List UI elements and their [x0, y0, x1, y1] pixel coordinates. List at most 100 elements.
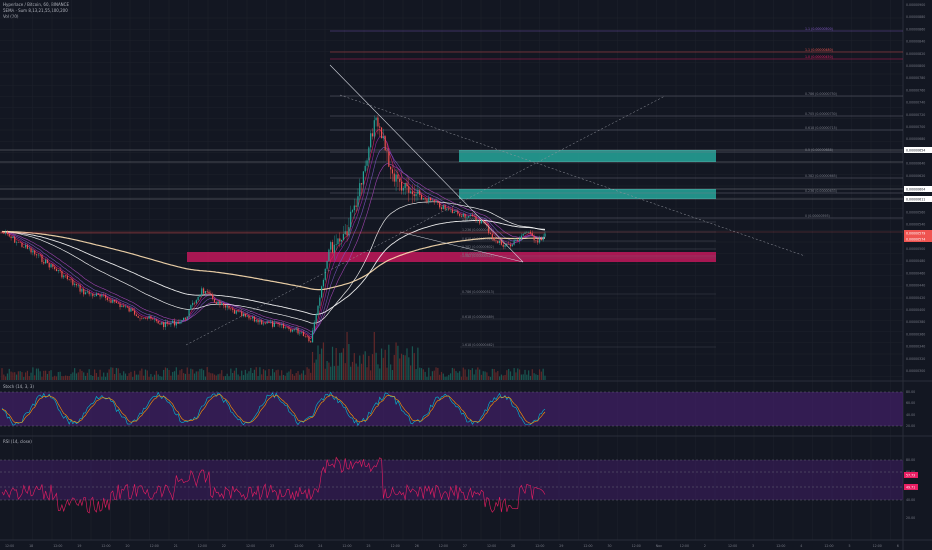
- volume-bar: [175, 367, 177, 380]
- candle-body: [331, 242, 334, 253]
- volume-bar: [382, 357, 384, 380]
- volume-bar: [448, 374, 450, 380]
- volume-bar: [64, 375, 67, 380]
- volume-bar: [195, 371, 197, 380]
- volume-bar: [72, 372, 74, 380]
- volume-bar: [10, 371, 12, 380]
- candle-body: [498, 240, 501, 244]
- ema-55-line: [1, 201, 546, 324]
- volume-bar: [26, 370, 29, 380]
- price-tick-label: 0.00000720: [906, 113, 925, 117]
- volume-bar: [150, 374, 152, 380]
- volume-bar: [23, 376, 25, 380]
- volume-bar: [321, 348, 323, 380]
- volume-bar: [437, 367, 439, 380]
- time-axis[interactable]: 12:00 18 12:00 19 12:00 20 12:00 21 12:00 22 12:00…: [5, 544, 899, 548]
- candle-body: [279, 324, 281, 326]
- price-axis[interactable]: 0.00000900 0.00000880 0.00000860 0.00000840…: [904, 3, 932, 520]
- candle-body: [371, 133, 374, 137]
- time-tick-label: 12:00: [728, 544, 737, 548]
- volume-bar: [46, 374, 49, 380]
- volume-bar: [66, 375, 68, 380]
- volume-bar: [202, 370, 205, 380]
- candle-body: [75, 283, 78, 286]
- volume-bar: [397, 345, 399, 380]
- candle-body: [23, 246, 25, 248]
- candle-body: [199, 295, 201, 297]
- time-tick-label: 12:00: [246, 544, 255, 548]
- fib-level-label: 0.786 (0.00000513): [462, 290, 494, 294]
- candle-body: [46, 259, 49, 263]
- price-badge-label: 0.00000579: [906, 231, 925, 235]
- volume-bar: [259, 367, 261, 380]
- candle-body: [288, 327, 290, 329]
- rsi-tick-label: 20.00: [906, 516, 915, 520]
- volume-bar: [420, 368, 423, 380]
- candle-body: [377, 117, 379, 127]
- fib-level-label: 1.0 (0.00000450): [805, 55, 833, 59]
- candle-body: [380, 127, 383, 139]
- rsi-pane-title[interactable]: RSI (14, close): [3, 439, 32, 444]
- volume-bar: [133, 370, 136, 380]
- candle-body: [353, 205, 355, 211]
- candle-body: [266, 321, 268, 324]
- ema-legend[interactable]: 5EMA · Sum 8,13,21,55,100,200: [3, 8, 68, 13]
- price-badge-label: 0.00000604: [906, 187, 925, 191]
- volume-bar: [335, 347, 337, 380]
- volume-bar: [393, 354, 395, 380]
- candle-body: [390, 166, 392, 170]
- volume-bar: [386, 367, 388, 380]
- candle-body: [197, 296, 199, 301]
- volume-bar: [34, 375, 36, 380]
- volume-bar: [90, 374, 92, 380]
- price-badge: [904, 236, 932, 242]
- volume-bar: [304, 374, 306, 380]
- candle-body: [115, 301, 118, 303]
- volume-bar: [351, 361, 354, 380]
- ema-200-line: [1, 230, 546, 291]
- candle-body: [166, 322, 168, 324]
- volume-legend[interactable]: Vol (20): [3, 14, 19, 19]
- volume-bar: [117, 368, 119, 380]
- volume-bar: [513, 368, 515, 380]
- stoch-pane-title[interactable]: Stoch (14, 3, 3): [3, 384, 34, 389]
- candle-body: [286, 327, 288, 328]
- candle-body: [170, 323, 172, 325]
- volume-bar: [442, 373, 444, 380]
- volume-bar: [377, 364, 379, 380]
- candle-body: [400, 181, 403, 191]
- volume-bar: [84, 375, 87, 380]
- candle-body: [88, 291, 90, 295]
- volume-bar: [348, 344, 350, 380]
- volume-bar: [70, 373, 72, 380]
- time-tick-label: Nov: [656, 544, 662, 548]
- volume-bar: [164, 367, 167, 380]
- candle-body: [449, 209, 452, 210]
- volume-bar: [353, 353, 355, 380]
- candle-body: [395, 174, 397, 182]
- candle-body: [224, 305, 226, 308]
- volume-bar: [30, 372, 32, 380]
- candle-body: [121, 305, 123, 308]
- candle-body: [230, 308, 232, 309]
- candle-body: [504, 245, 506, 247]
- volume-bar: [39, 371, 41, 380]
- candle-body: [417, 190, 419, 195]
- volume-bar: [266, 376, 268, 380]
- candle-body: [310, 341, 312, 343]
- candle-body: [268, 321, 270, 323]
- candle-body: [39, 254, 41, 256]
- volume-bar: [279, 375, 281, 380]
- volume-bar: [193, 373, 196, 380]
- time-tick-label: 12:00: [150, 544, 159, 548]
- candle-body: [106, 297, 108, 301]
- trendlines[interactable]: [0, 64, 806, 346]
- candle-body: [144, 318, 147, 319]
- volume-bar: [19, 371, 21, 380]
- candle-body: [366, 160, 368, 166]
- candle-body: [364, 165, 366, 172]
- symbol-legend[interactable]: Hyperlace / Bitcoin, 60, BINANCE: [3, 2, 69, 7]
- volume-bar: [208, 372, 210, 380]
- volume-bar: [83, 372, 85, 380]
